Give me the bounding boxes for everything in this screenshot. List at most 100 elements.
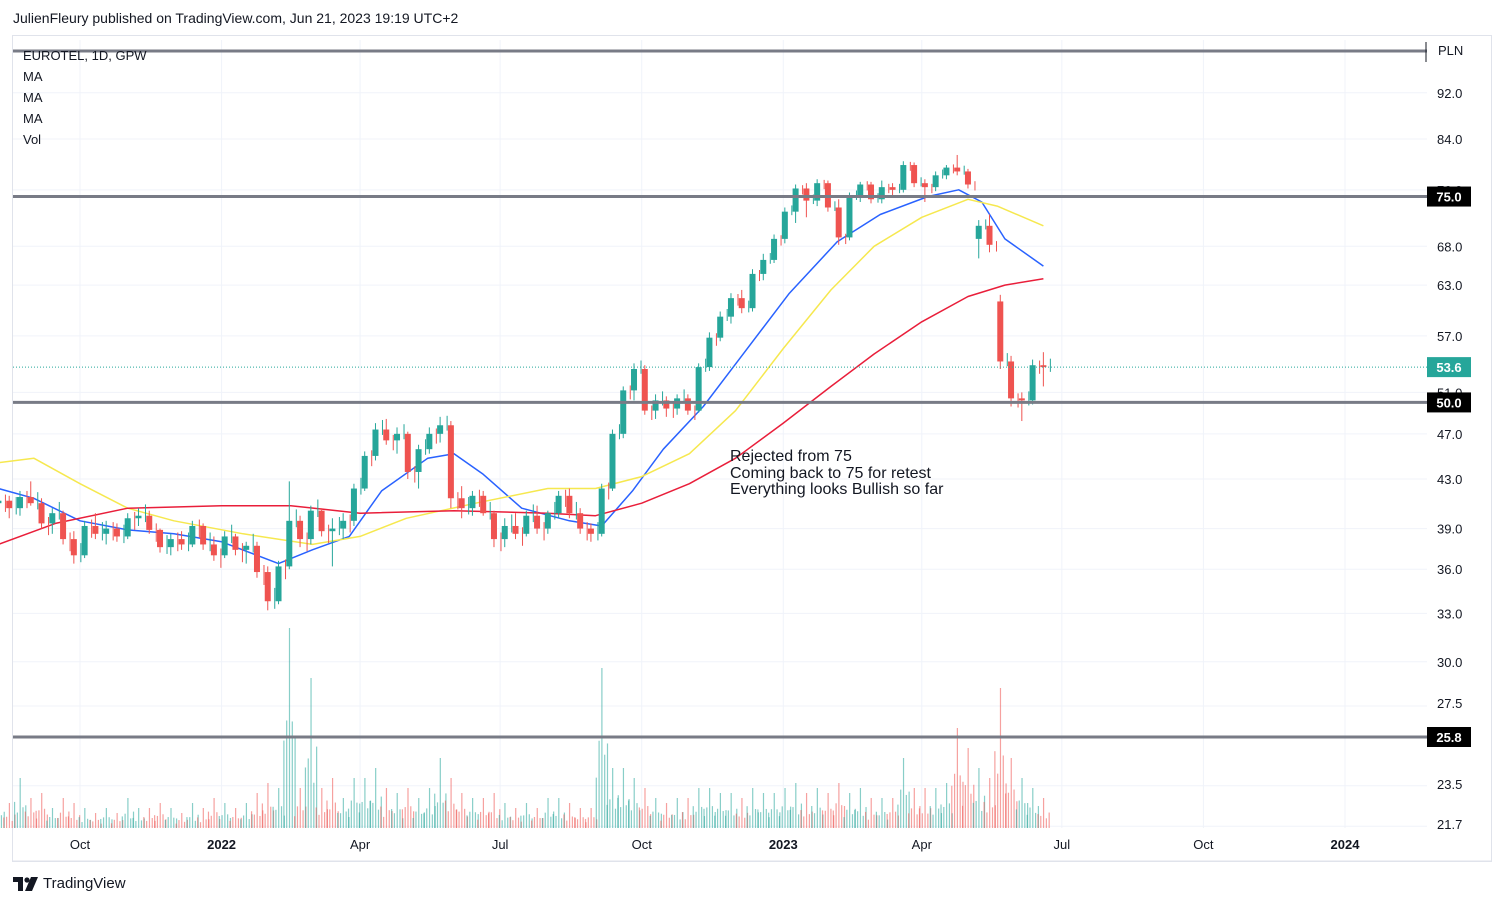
- volume-bar: [173, 817, 175, 828]
- candle: [566, 488, 577, 520]
- volume-bar: [762, 793, 765, 828]
- volume-bar: [13, 801, 16, 828]
- candle: [943, 164, 954, 180]
- volume-bar: [641, 808, 643, 828]
- volume-bar: [649, 815, 651, 828]
- candle-body: [253, 545, 260, 573]
- volume-bar: [854, 809, 856, 828]
- price-tick-label: 39.0: [1437, 522, 1462, 537]
- legend-ma-1[interactable]: MA: [23, 69, 43, 84]
- volume-bar: [515, 808, 517, 828]
- candle: [221, 524, 233, 559]
- candle-body: [157, 529, 164, 548]
- candle-body: [523, 515, 530, 534]
- volume-bar: [789, 809, 791, 828]
- volume-bar: [461, 793, 463, 828]
- price-tick-label: 57.0: [1437, 329, 1462, 344]
- volume-bar: [986, 812, 988, 828]
- volume-bar: [342, 798, 344, 828]
- volume-bar: [291, 721, 293, 828]
- volume-bar: [813, 813, 816, 828]
- candle-body: [695, 367, 702, 411]
- volume-bar: [892, 798, 894, 828]
- candle: [264, 566, 276, 611]
- volume-bar: [781, 806, 783, 828]
- candle-body: [749, 273, 756, 309]
- volume-bar: [638, 807, 640, 828]
- volume-bar: [178, 820, 180, 828]
- volume-bar: [51, 808, 54, 828]
- volume-bar: [43, 808, 46, 828]
- volume-bar: [227, 814, 229, 828]
- candle: [727, 293, 739, 324]
- candle: [458, 486, 470, 519]
- volume-bar: [746, 806, 748, 828]
- legend-symbol[interactable]: EUROTEL, 1D, GPW: [23, 48, 147, 63]
- volume-bar: [294, 738, 296, 828]
- tradingview-wordmark: TradingView: [43, 875, 126, 892]
- volume-bar: [1010, 758, 1012, 828]
- volume-bar: [76, 819, 78, 828]
- volume-bar: [453, 803, 455, 828]
- volume-bar: [943, 806, 945, 828]
- candle: [534, 505, 545, 541]
- volume-bar: [908, 791, 910, 828]
- volume-bar: [248, 819, 250, 828]
- volume-bar: [67, 816, 70, 828]
- last-price-text: 53.6: [1436, 360, 1461, 375]
- candle: [124, 511, 136, 540]
- volume-bar: [768, 812, 770, 828]
- price-label-75-0: 75.0: [1427, 186, 1471, 207]
- volume-bar: [517, 817, 520, 828]
- volume-bar: [574, 817, 576, 828]
- candle: [81, 519, 93, 559]
- candle: [447, 421, 459, 510]
- volume-bar: [81, 822, 83, 828]
- volume-bar: [393, 813, 396, 828]
- volume-bar: [391, 809, 393, 828]
- candle: [340, 513, 351, 540]
- volume-bar: [800, 810, 802, 828]
- price-tick-label: 68.0: [1437, 239, 1462, 254]
- volume-bar: [819, 807, 821, 828]
- volume-bar: [121, 816, 123, 828]
- candle-body: [1029, 365, 1036, 401]
- volume-bar: [110, 823, 113, 828]
- candle: [243, 533, 254, 564]
- annotation-line-3: Everything looks Bullish so far: [730, 481, 944, 498]
- candle: [318, 508, 330, 544]
- legend-volume[interactable]: Vol: [23, 132, 42, 147]
- volume-bar: [458, 811, 460, 828]
- candle: [275, 559, 287, 605]
- volume-bar: [606, 804, 608, 828]
- volume-bar: [512, 820, 514, 828]
- volume-bar: [908, 813, 910, 828]
- candle: [587, 522, 599, 542]
- volume-bar: [841, 805, 843, 828]
- legend-ma-3[interactable]: MA: [23, 111, 43, 126]
- volume-bar: [681, 812, 684, 828]
- ma-long-line: [0, 277, 1044, 545]
- tradingview-brand[interactable]: TradingView: [13, 875, 126, 892]
- volume-bar: [307, 758, 309, 828]
- volume-bar: [754, 809, 757, 828]
- volume-bar: [843, 806, 846, 828]
- time-axis: Oct 2022 Apr Jul Oct 2023 Apr Jul Oct 2024: [70, 837, 1360, 852]
- volume-bar: [436, 802, 439, 828]
- candle-body: [6, 500, 13, 509]
- legend-ma-2[interactable]: MA: [23, 90, 43, 105]
- candle-body: [964, 171, 971, 185]
- price-tick-label: 21.7: [1437, 817, 1462, 832]
- volume-bar: [647, 806, 649, 828]
- volume-bar: [827, 793, 829, 828]
- volume-bar: [388, 810, 390, 828]
- volume-bar: [105, 808, 107, 828]
- volume-bar: [350, 800, 352, 828]
- horizontal-lines: [13, 42, 1427, 739]
- candle: [113, 523, 125, 544]
- candle: [781, 205, 793, 244]
- candle-body: [318, 510, 325, 532]
- volume-bar: [970, 793, 972, 828]
- candle: [135, 504, 146, 526]
